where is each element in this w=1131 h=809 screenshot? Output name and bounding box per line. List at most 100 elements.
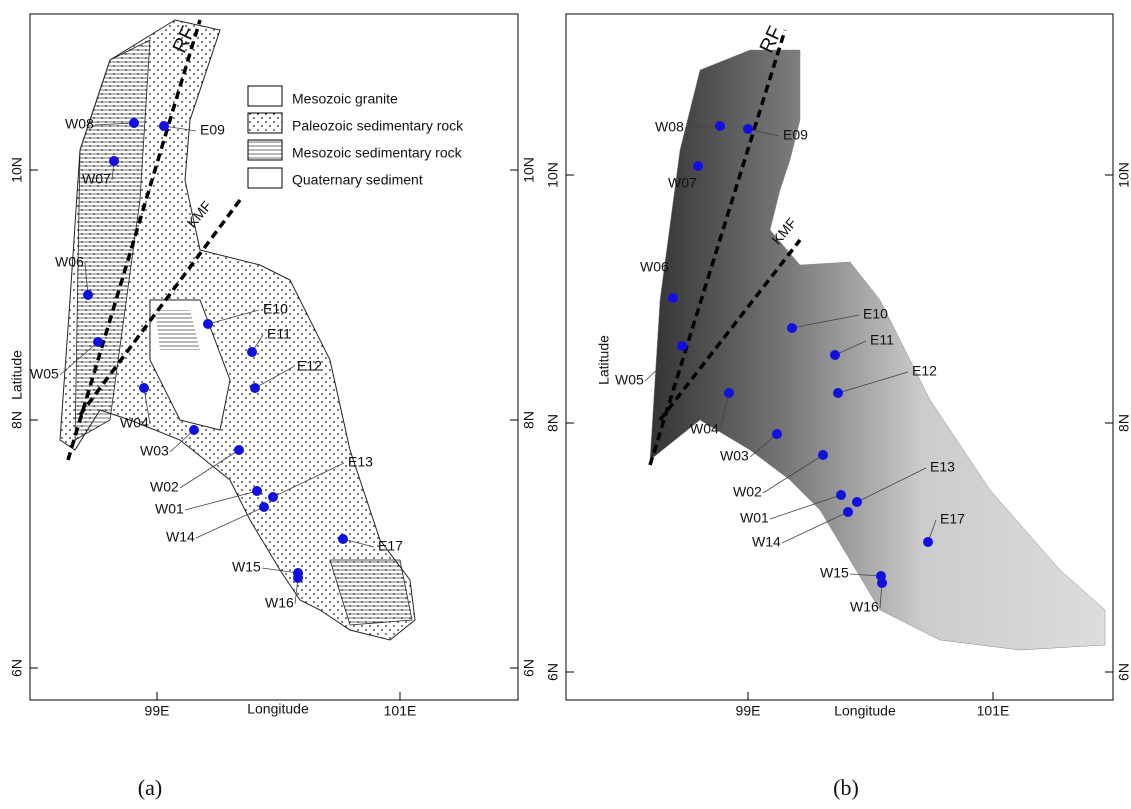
leader-line [762,454,824,494]
station [693,161,703,171]
station-label: E09 [200,122,225,138]
leader-line [169,429,195,453]
map-panel: 99E 101E 10N 10N 8N 8N 6N 6N Longitude Latitude (a… [9,23,537,800]
station-label: E17 [378,538,403,554]
station [139,383,149,393]
leader-line [837,371,909,394]
y-tick-label: 6N [545,663,561,681]
leader-line [207,309,260,325]
station-label: W03 [140,443,169,459]
station [268,492,278,502]
station [787,323,797,333]
station [772,429,782,439]
leader-line [254,366,294,389]
leader-line [781,511,849,544]
station-label: E11 [267,326,291,342]
y-tick-label: 8N [545,414,561,432]
station [234,445,244,455]
leader-line [195,506,265,539]
leader-line [769,494,842,520]
leader-line [59,341,99,376]
station-label: W04 [120,415,149,431]
station-label: E13 [930,459,955,475]
y-tick-label: 10N [545,162,561,188]
station-label: W03 [720,448,749,464]
station [252,486,262,496]
station-label: W05 [615,372,644,388]
leader-line [791,314,860,329]
station [877,578,887,588]
legend-label: Mesozoic sedimentary rock [292,145,463,161]
station [189,425,199,435]
leader-line [856,467,927,503]
station [743,124,753,134]
station-label: W06 [55,254,84,270]
station-label: W02 [733,484,762,500]
station [203,319,213,329]
station-label: W05 [30,366,59,382]
caption: (a) [138,775,162,800]
leader-line [94,122,135,126]
leader-line [163,125,197,132]
station-label: W16 [850,599,879,615]
leader-line [84,262,89,296]
leader-line [644,345,683,382]
station [93,337,103,347]
x-tick-label: 101E [384,703,417,719]
y-tick-label: 6N [9,659,25,677]
station [923,537,933,547]
y-tick-label: 10N [521,157,537,183]
station [852,497,862,507]
station [715,121,725,131]
leader-line [749,433,778,458]
y-tick-label: 6N [521,659,537,677]
station [159,121,169,131]
y-tick-label: 6N [1116,663,1131,681]
station-label: E12 [297,358,322,374]
leader-line [143,387,151,425]
station-label: W02 [150,479,179,495]
station-label: E11 [870,332,894,348]
station-label: E17 [940,511,965,527]
station-label: W01 [740,510,769,526]
y-tick-label: 8N [521,411,537,429]
station-label: W08 [65,116,94,132]
y-axis-label: Latitude [596,335,612,385]
x-axis-label: Longitude [247,701,309,717]
station-label: W04 [690,421,719,437]
caption: (b) [833,775,859,800]
station-label: W08 [655,119,684,135]
leader-line [684,125,721,129]
station-label: W07 [82,171,111,187]
x-tick-label: 99E [145,703,170,719]
leader-line [669,267,674,299]
station [833,388,843,398]
station-label: W15 [820,565,849,581]
station-label: W16 [265,595,294,611]
leader-line [342,538,375,548]
station-label: W06 [640,259,669,275]
y-axis-label: Latitude [9,350,25,400]
station [668,293,678,303]
station-label: W01 [155,501,184,517]
x-axis-label: Longitude [834,703,896,719]
leader-line [261,567,299,574]
y-tick-label: 8N [1116,414,1131,432]
station [677,341,687,351]
station [724,388,734,398]
station [293,573,303,583]
leader-line [272,462,345,498]
station [109,156,119,166]
station-label: E09 [783,127,808,143]
x-tick-label: 101E [977,703,1010,719]
leader-line [719,392,730,431]
leader-line [179,449,240,489]
station [830,350,840,360]
station [259,502,269,512]
leader-line [849,573,882,577]
station-label: W07 [668,175,697,191]
station [836,490,846,500]
station-label: E12 [912,363,937,379]
